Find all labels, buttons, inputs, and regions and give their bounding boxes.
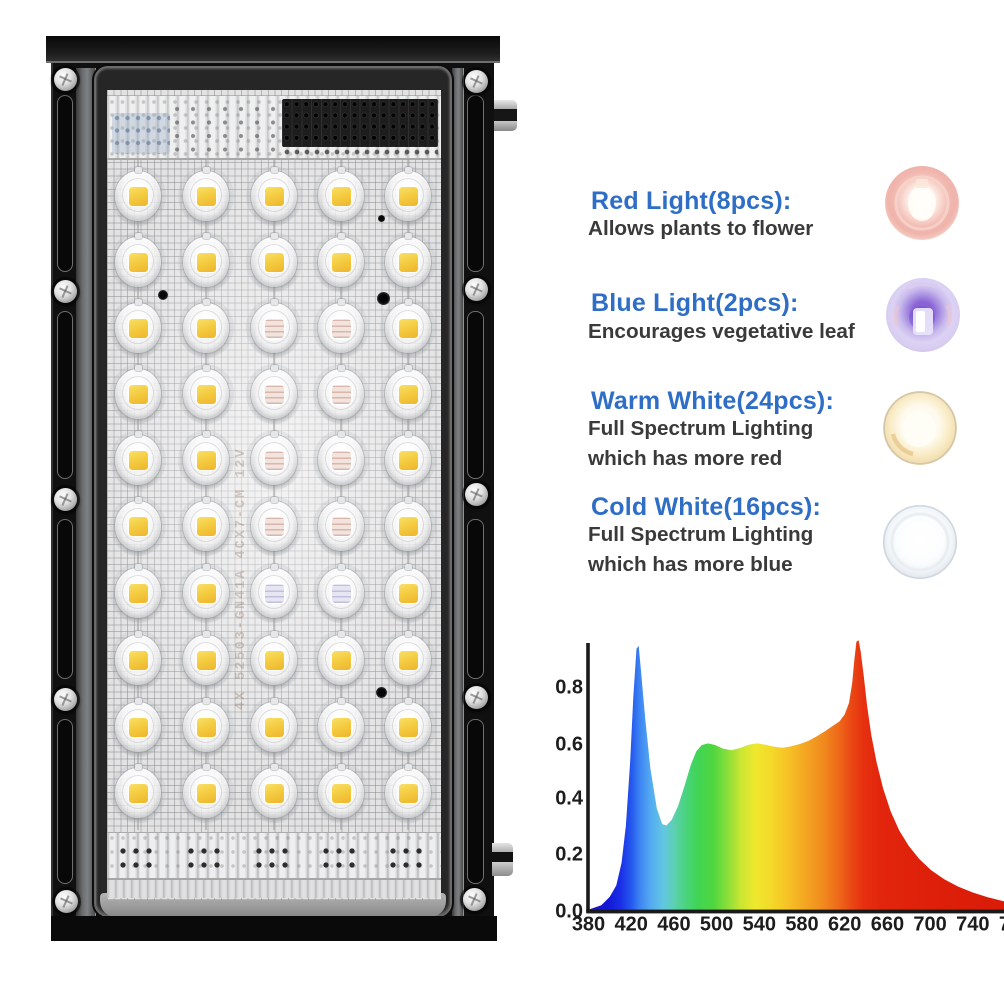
svg-text:460: 460 <box>657 914 690 936</box>
svg-text:420: 420 <box>615 914 648 936</box>
svg-text:0.8: 0.8 <box>555 677 583 699</box>
svg-text:620: 620 <box>828 914 861 936</box>
svg-text:0.0: 0.0 <box>555 901 583 923</box>
svg-text:0.2: 0.2 <box>555 844 583 866</box>
svg-text:580: 580 <box>785 914 818 936</box>
svg-text:700: 700 <box>913 914 946 936</box>
svg-text:780: 780 <box>999 914 1004 936</box>
svg-text:660: 660 <box>871 914 904 936</box>
svg-text:0.4: 0.4 <box>555 788 584 810</box>
svg-text:0.6: 0.6 <box>555 734 583 756</box>
svg-text:540: 540 <box>743 914 776 936</box>
svg-text:380: 380 <box>572 914 605 936</box>
svg-text:500: 500 <box>700 914 733 936</box>
svg-text:740: 740 <box>956 914 989 936</box>
